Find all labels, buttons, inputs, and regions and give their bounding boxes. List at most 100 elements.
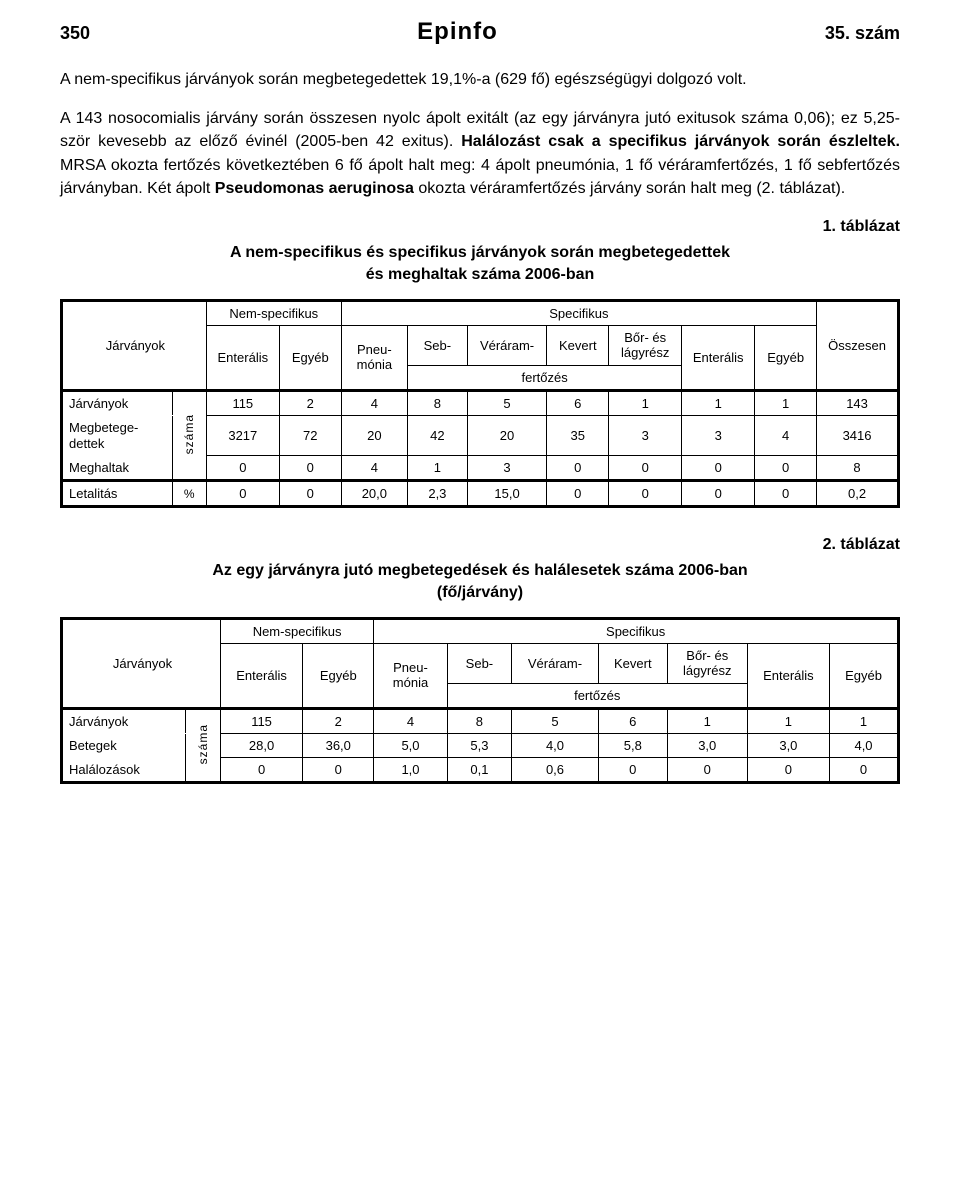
t2-r2-c6: 0 [667, 758, 747, 783]
t2-r0-c3: 8 [447, 709, 511, 734]
table2-title: Az egy járványra jutó megbetegedések és … [60, 560, 900, 605]
t2-vlabel: száma [186, 709, 220, 783]
t2-r2-c2: 1,0 [374, 758, 447, 783]
t1-r0-c2: 4 [341, 390, 407, 415]
t1-r2-label: Meghaltak [62, 456, 173, 481]
t1-r2-c3: 1 [408, 456, 468, 481]
page-header: 350 Epinfo 35. szám [60, 18, 900, 46]
t2-r2-c8: 0 [830, 758, 899, 783]
t1-r1-c0: 3217 [206, 415, 279, 455]
t1-r3-c7: 0 [682, 481, 755, 507]
t2-r1-c5: 5,8 [598, 734, 667, 758]
table-row: Járványok száma 115 2 4 8 5 6 1 1 1 143 [62, 390, 899, 415]
t1-r0-c7: 1 [682, 390, 755, 415]
t2-r2-label: Halálozások [62, 758, 186, 783]
t2-subhead: fertőzés [447, 684, 747, 709]
t1-col-pneu: Pneu-mónia [341, 325, 407, 390]
t1-vlabel: száma [172, 390, 206, 480]
t1-r0-c3: 8 [408, 390, 468, 415]
issue-number: 35. szám [825, 23, 900, 44]
t1-r0-c0: 115 [206, 390, 279, 415]
t1-r0-c4: 5 [467, 390, 547, 415]
paragraph-2e: okozta véráramfertőzés járvány során hal… [418, 180, 845, 197]
t2-r1-c4: 4,0 [512, 734, 599, 758]
t1-r1-label: Megbetege-dettek [62, 415, 173, 455]
t1-colgroup-spec: Specifikus [341, 300, 816, 325]
t1-r2-c0: 0 [206, 456, 279, 481]
t1-col-egyeb: Egyéb [279, 325, 341, 390]
t2-col-enteralis: Enterális [220, 643, 302, 708]
t1-r0-c5: 6 [547, 390, 609, 415]
table1-title-line1: A nem-specifikus és specifikus járványok… [230, 244, 730, 261]
t2-r2-c3: 0,1 [447, 758, 511, 783]
t1-r2-c7: 0 [682, 456, 755, 481]
t2-r2-c7: 0 [747, 758, 829, 783]
t1-r3-c0: 0 [206, 481, 279, 507]
t2-r1-c3: 5,3 [447, 734, 511, 758]
t1-r2-c8: 0 [755, 456, 817, 481]
paragraph-2d-bold: Pseudomonas aeruginosa [215, 180, 414, 197]
t1-r1-c1: 72 [279, 415, 341, 455]
t2-r0-c1: 2 [303, 709, 374, 734]
t2-r2-c4: 0,6 [512, 758, 599, 783]
t2-colgroup-nonspec: Nem-specifikus [220, 618, 373, 643]
t2-r0-c7: 1 [747, 709, 829, 734]
page-number: 350 [60, 23, 90, 44]
t1-r1-c7: 3 [682, 415, 755, 455]
t2-r0-c8: 1 [830, 709, 899, 734]
t2-r1-c6: 3,0 [667, 734, 747, 758]
t2-col-pneu: Pneu-mónia [374, 643, 447, 708]
t1-col-enteralis2: Enterális [682, 325, 755, 390]
t1-r3-c1: 0 [279, 481, 341, 507]
t1-r3-label: Letalitás [62, 481, 173, 507]
table1-title: A nem-specifikus és specifikus járványok… [60, 242, 900, 287]
t1-r1-c4: 20 [467, 415, 547, 455]
t1-r2-c2: 4 [341, 456, 407, 481]
page: 350 Epinfo 35. szám A nem-specifikus jár… [0, 0, 960, 1179]
t1-r0-c6: 1 [609, 390, 682, 415]
paragraph-2: A 143 nosocomialis járvány során összese… [60, 107, 900, 200]
table-row: Járványok száma 115 2 4 8 5 6 1 1 1 [62, 709, 899, 734]
t1-r3-c5: 0 [547, 481, 609, 507]
t1-r3-c4: 15,0 [467, 481, 547, 507]
t1-r3-c8: 0 [755, 481, 817, 507]
t2-r1-c0: 28,0 [220, 734, 302, 758]
t1-r3-c6: 0 [609, 481, 682, 507]
t1-r2-c9: 8 [817, 456, 899, 481]
t2-r1-c2: 5,0 [374, 734, 447, 758]
t1-r2-c4: 3 [467, 456, 547, 481]
brand-title: Epinfo [417, 18, 498, 46]
t2-vlabel-text: száma [197, 724, 209, 764]
table1: Járványok Nem-specifikus Specifikus Össz… [60, 299, 900, 508]
t1-r1-c3: 42 [408, 415, 468, 455]
t1-vlabel-text: száma [183, 414, 195, 454]
table2-label: 2. táblázat [60, 536, 900, 554]
table2-title-line1: Az egy járványra jutó megbetegedések és … [212, 562, 747, 579]
t1-col-enteralis: Enterális [206, 325, 279, 390]
t1-percent-label: % [172, 481, 206, 507]
t2-r0-c0: 115 [220, 709, 302, 734]
t1-col-bor: Bőr- és lágyrész [609, 325, 682, 365]
t1-r3-c3: 2,3 [408, 481, 468, 507]
t2-col-enteralis2: Enterális [747, 643, 829, 708]
table2-title-line2: (fő/járvány) [437, 584, 523, 601]
t2-col-seb: Seb- [447, 643, 511, 683]
t2-r2-c1: 0 [303, 758, 374, 783]
t2-col-kevert: Kevert [598, 643, 667, 683]
t1-r1-c5: 35 [547, 415, 609, 455]
paragraph-1: A nem-specifikus járványok során megbete… [60, 68, 900, 91]
t1-col-osszesen: Összesen [817, 300, 899, 390]
t1-r3-c2: 20,0 [341, 481, 407, 507]
t1-r2-c1: 0 [279, 456, 341, 481]
t1-subhead: fertőzés [408, 365, 682, 390]
t2-r1-c7: 3,0 [747, 734, 829, 758]
t2-r0-c6: 1 [667, 709, 747, 734]
t1-r0-c1: 2 [279, 390, 341, 415]
t1-rowhead-label: Járványok [62, 300, 207, 390]
t1-col-veraram: Véráram- [467, 325, 547, 365]
table2: Járványok Nem-specifikus Specifikus Ente… [60, 617, 900, 784]
t2-r1-c1: 36,0 [303, 734, 374, 758]
t1-r0-c8: 1 [755, 390, 817, 415]
t2-rowhead-label: Járványok [62, 618, 221, 708]
t1-r0-c9: 143 [817, 390, 899, 415]
